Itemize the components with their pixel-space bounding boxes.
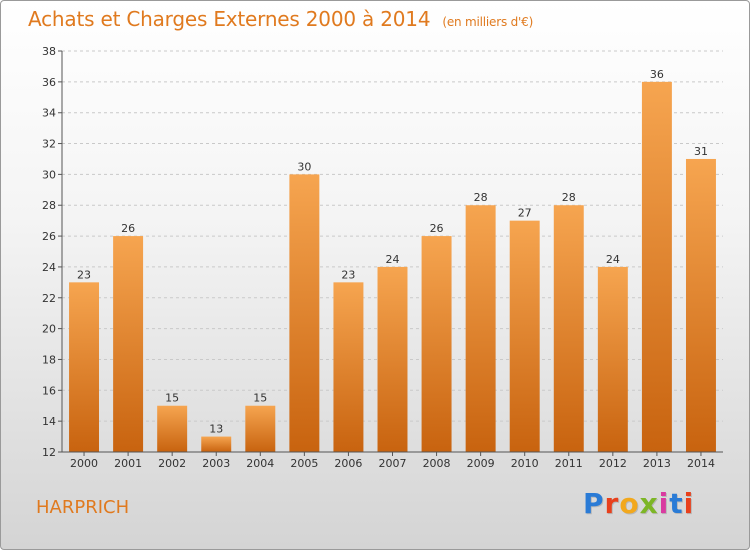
x-tick-label: 2011	[555, 457, 583, 470]
bar	[69, 282, 100, 452]
y-tick-label: 12	[42, 446, 56, 459]
x-tick-label: 2008	[423, 457, 451, 470]
x-tick-label: 2004	[246, 457, 274, 470]
y-tick-label: 18	[42, 353, 56, 366]
bar-value-label: 24	[386, 253, 400, 266]
x-tick-label: 2006	[334, 457, 362, 470]
bar-value-label: 24	[606, 253, 620, 266]
bar-value-label: 15	[165, 392, 179, 405]
x-tick-label: 2001	[114, 457, 142, 470]
x-tick-label: 2007	[379, 457, 407, 470]
bar	[553, 205, 584, 452]
x-tick-label: 2005	[290, 457, 318, 470]
bar-value-label: 23	[77, 268, 91, 281]
bar	[157, 405, 188, 452]
y-tick-label: 28	[42, 199, 56, 212]
y-tick-label: 30	[42, 168, 56, 181]
y-tick-label: 34	[42, 107, 56, 120]
bar	[113, 236, 144, 452]
bar	[465, 205, 496, 452]
town-name: HARPRICH	[36, 497, 130, 518]
y-tick-label: 32	[42, 138, 56, 151]
bar	[509, 220, 540, 452]
y-tick-label: 20	[42, 323, 56, 336]
logo-letter: x	[639, 487, 659, 520]
x-tick-label: 2010	[511, 457, 539, 470]
x-tick-label: 2003	[202, 457, 230, 470]
bar	[685, 158, 716, 452]
logo-letter: t	[669, 487, 684, 520]
x-tick-label: 2014	[687, 457, 715, 470]
bar-value-label: 15	[253, 392, 267, 405]
bar-value-label: 23	[341, 268, 355, 281]
chart-unit-label: (en milliers d'€)	[442, 15, 534, 29]
bar-value-label: 36	[650, 68, 664, 81]
bar-value-label: 13	[209, 423, 223, 436]
bar	[201, 436, 232, 452]
bar	[289, 174, 320, 452]
logo-letter: i	[658, 487, 670, 520]
bar-value-label: 30	[297, 160, 311, 173]
x-tick-label: 2013	[643, 457, 671, 470]
bar	[377, 266, 408, 452]
bar-value-label: 26	[430, 222, 444, 235]
bar-value-label: 27	[518, 207, 532, 220]
y-tick-label: 16	[42, 384, 56, 397]
bar-value-label: 28	[474, 191, 488, 204]
x-tick-label: 2002	[158, 457, 186, 470]
bar	[597, 266, 628, 452]
x-tick-label: 2000	[70, 457, 98, 470]
logo-letter: r	[604, 487, 620, 520]
bar-value-label: 31	[694, 145, 708, 158]
bar-value-label: 26	[121, 222, 135, 235]
y-tick-label: 38	[42, 45, 56, 58]
bar	[245, 405, 276, 452]
proxiti-logo[interactable]: Proxiti	[583, 487, 694, 520]
x-tick-label: 2009	[467, 457, 495, 470]
chart-title: Achats et Charges Externes 2000 à 2014 (e…	[28, 7, 533, 31]
bar-value-label: 28	[562, 191, 576, 204]
logo-letter: P	[583, 487, 605, 520]
bar	[641, 81, 672, 452]
y-tick-label: 14	[42, 415, 56, 428]
chart-title-text: Achats et Charges Externes 2000 à 2014	[28, 7, 431, 31]
bar	[333, 282, 364, 452]
logo-letter: o	[619, 487, 640, 520]
logo-letter: i	[683, 487, 695, 520]
y-tick-label: 26	[42, 230, 56, 243]
x-tick-label: 2012	[599, 457, 627, 470]
bar	[421, 236, 452, 452]
y-tick-label: 24	[42, 261, 56, 274]
y-tick-label: 22	[42, 292, 56, 305]
y-tick-label: 36	[42, 76, 56, 89]
